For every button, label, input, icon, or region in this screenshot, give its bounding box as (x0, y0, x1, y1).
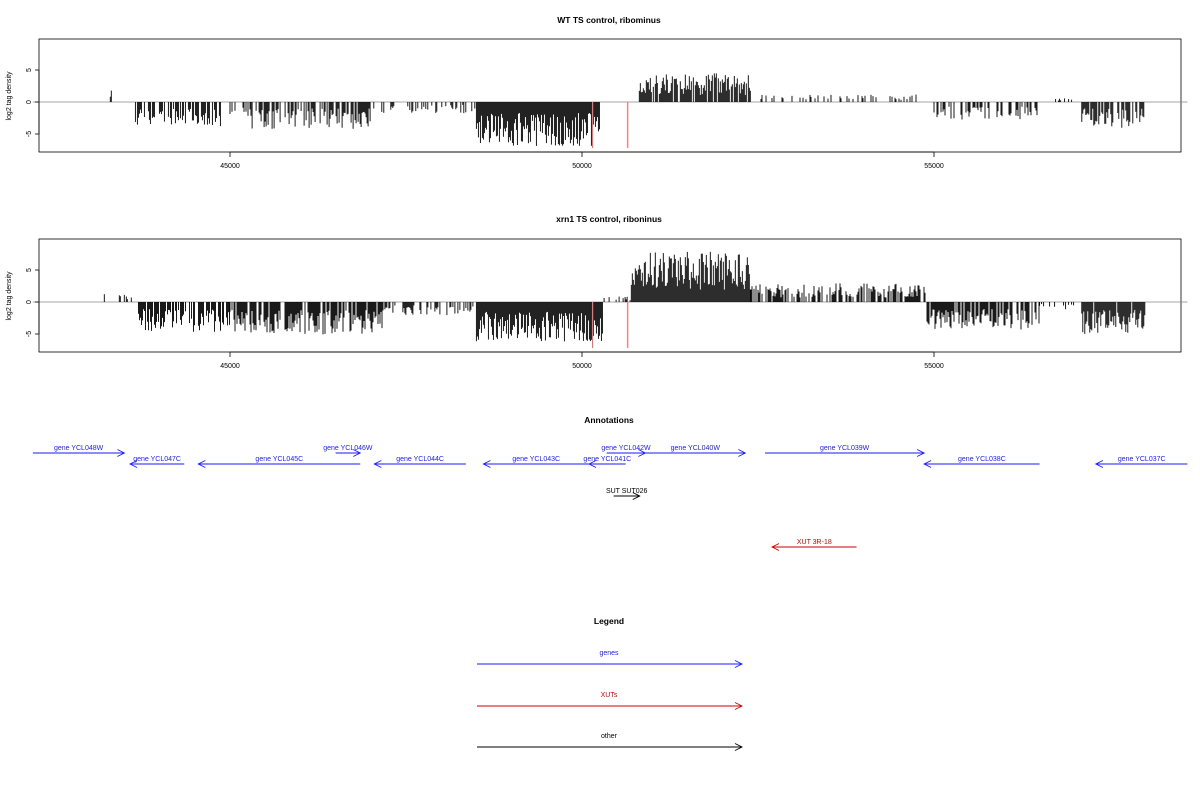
x-tick-label: 50000 (572, 363, 592, 370)
bars-group (32, 73, 1188, 146)
gene-label: gene YCL037C (1118, 456, 1166, 463)
gene-label: gene YCL044C (396, 456, 444, 463)
legend-label: other (601, 733, 618, 740)
y-tick-label: 5 (26, 268, 33, 272)
legend-label: XUTs (601, 692, 618, 699)
y-tick-label: -5 (26, 131, 33, 137)
gene-label: gene YCL043C (512, 456, 560, 463)
gene-label: gene YCL040W (671, 445, 721, 452)
gene-label: gene YCL042W (601, 445, 651, 452)
gene-label: gene YCL039W (820, 445, 870, 452)
gene-label: gene YCL038C (958, 456, 1006, 463)
gene-arrow: gene YCL041C (583, 456, 631, 468)
legend-item: other (477, 733, 744, 751)
other-arrow: SUT SUT026 (606, 488, 648, 500)
gene-annotations: gene YCL048W gene YCL047C gene YCL045C gene… (32, 445, 1188, 468)
gene-arrow: gene YCL040W (645, 445, 747, 457)
xut-label: XUT 3R-18 (797, 539, 832, 546)
gene-arrow: gene YCL048W (32, 445, 126, 457)
markers-group (591, 302, 629, 349)
gene-label: gene YCL048W (54, 445, 104, 452)
xrn1-track-panel: xrn1 TS control, riboninus log2 tag dens… (6, 214, 1188, 370)
legend-item: XUTs (477, 692, 744, 710)
x-axis: 45000 50000 55000 (220, 151, 944, 170)
panel-title: xrn1 TS control, riboninus (556, 214, 662, 224)
legend-title: Legend (594, 616, 624, 626)
gene-arrow: gene YCL046W (323, 445, 373, 457)
y-axis: -5 0 5 (26, 268, 40, 337)
legend-label: genes (599, 650, 619, 657)
gene-arrow: gene YCL038C (923, 456, 1040, 468)
legend-items: genes XUTs other (477, 650, 744, 751)
panel-title: WT TS control, ribominus (557, 15, 661, 25)
y-axis-label: log2 tag density (6, 271, 13, 321)
wt-track-panel: WT TS control, ribominus log2 tag densit… (6, 15, 1188, 170)
x-tick-label: 45000 (220, 163, 240, 170)
other-label: SUT SUT026 (606, 488, 648, 495)
y-axis-label: log2 tag density (6, 71, 13, 121)
legend-item: genes (477, 650, 744, 668)
gene-arrow: gene YCL037C (1094, 456, 1188, 468)
plot-frame (38, 38, 1182, 153)
gene-arrow: gene YCL039W (765, 445, 926, 457)
gene-arrow: gene YCL043C (482, 456, 590, 468)
y-tick-label: -5 (26, 331, 33, 337)
gene-label: gene YCL047C (133, 456, 181, 463)
x-tick-label: 50000 (572, 163, 592, 170)
y-tick-label: 5 (26, 68, 33, 72)
markers-group (591, 102, 629, 149)
y-tick-label: 0 (26, 100, 33, 104)
annotations-title: Annotations (584, 415, 634, 425)
xut-arrow: XUT 3R-18 (771, 539, 857, 551)
gene-arrow: gene YCL047C (129, 456, 185, 468)
gene-label: gene YCL045C (255, 456, 303, 463)
gene-arrow: gene YCL042W (601, 445, 651, 457)
bars-group (32, 251, 1188, 342)
y-axis: -5 0 5 (26, 68, 40, 137)
gene-label: gene YCL046W (323, 445, 373, 452)
gene-arrow: gene YCL045C (197, 456, 361, 468)
legend: Legend genes XUTs other (477, 616, 744, 751)
x-tick-label: 45000 (220, 363, 240, 370)
x-tick-label: 55000 (924, 163, 944, 170)
y-tick-label: 0 (26, 300, 33, 304)
plot-frame (38, 238, 1182, 353)
x-tick-label: 55000 (924, 363, 944, 370)
xut-annotations: XUT 3R-18 (771, 539, 857, 551)
other-annotations: SUT SUT026 (606, 488, 648, 500)
gene-arrow: gene YCL044C (373, 456, 466, 468)
gene-label: gene YCL041C (583, 456, 631, 463)
x-axis: 45000 50000 55000 (220, 351, 944, 370)
